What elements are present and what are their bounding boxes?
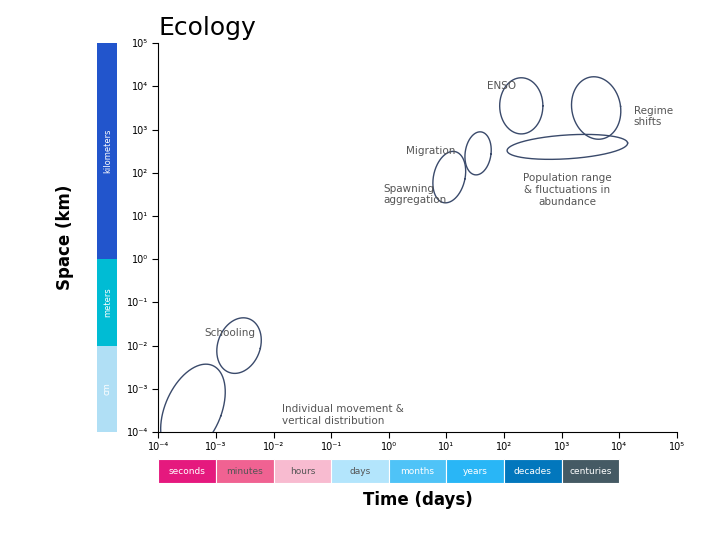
Text: minutes: minutes	[226, 467, 264, 476]
Text: Population range
& fluctuations in
abundance: Population range & fluctuations in abund…	[523, 173, 612, 207]
Text: meters: meters	[103, 287, 112, 318]
Text: Migration: Migration	[406, 146, 456, 156]
Bar	[97, 43, 117, 259]
Bar	[504, 459, 562, 483]
Bar	[446, 459, 504, 483]
Text: hours: hours	[289, 467, 315, 476]
Text: months: months	[400, 467, 435, 476]
Text: Ecology: Ecology	[158, 16, 256, 40]
Bar	[331, 459, 389, 483]
Text: days: days	[349, 467, 371, 476]
Bar	[389, 459, 446, 483]
Bar	[97, 346, 117, 432]
X-axis label: Time (days): Time (days)	[363, 491, 472, 509]
Bar	[274, 459, 331, 483]
Text: Individual movement &
vertical distribution: Individual movement & vertical distribut…	[282, 404, 404, 426]
Text: cm: cm	[103, 382, 112, 395]
Bar	[562, 459, 619, 483]
Text: kilometers: kilometers	[103, 129, 112, 173]
Bar	[158, 459, 216, 483]
Text: seconds: seconds	[168, 467, 206, 476]
Text: Schooling: Schooling	[204, 328, 256, 338]
Text: Spawning
aggregation: Spawning aggregation	[383, 184, 446, 205]
Text: Regime
shifts: Regime shifts	[634, 106, 672, 127]
Text: decades: decades	[514, 467, 552, 476]
Y-axis label: Space (km): Space (km)	[56, 185, 74, 291]
Bar	[97, 259, 117, 346]
Text: years: years	[463, 467, 487, 476]
Text: ENSO: ENSO	[487, 82, 516, 91]
Text: centuries: centuries	[570, 467, 611, 476]
Bar	[216, 459, 274, 483]
